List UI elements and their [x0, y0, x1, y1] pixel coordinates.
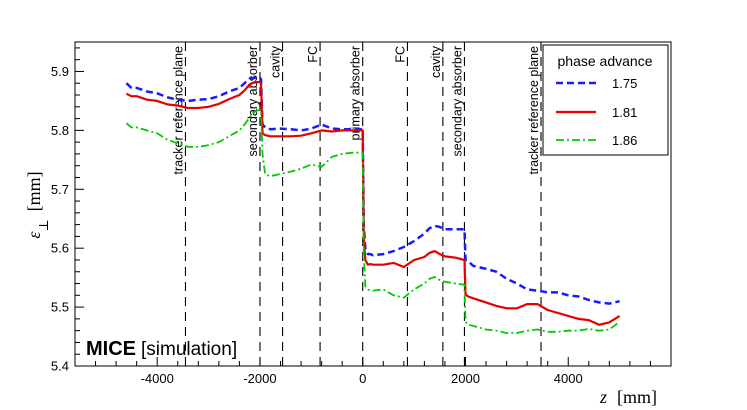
x-tick-label: 2000: [451, 371, 480, 386]
legend-box: [542, 44, 669, 156]
region-label: tracker reference plane: [527, 46, 541, 175]
region-label: FC: [306, 46, 320, 63]
series-line-1-81: [125, 80, 621, 326]
y-tick-label: 5.7: [51, 182, 69, 197]
y-axis-title: ε⊥[mm]: [24, 171, 51, 238]
x-tick-label: -2000: [243, 371, 276, 386]
region-label: FC: [393, 46, 407, 63]
plot-frame: [74, 41, 672, 367]
legend: phase advance 1.75 1.81 1.86: [542, 44, 669, 156]
legend-title: phase advance: [558, 53, 653, 69]
y-tick-label: 5.9: [51, 64, 69, 79]
axes: 5.4 5.5 5.6 5.7 5.8 5.9 -4000 -2000 0 2000 4000: [51, 47, 651, 386]
y-tick-label: 5.6: [51, 241, 69, 256]
y-tick-label: 5.4: [51, 359, 69, 374]
x-tick-label: 4000: [554, 371, 583, 386]
legend-label-1-86: 1.86: [612, 133, 637, 148]
region-label: tracker reference plane: [171, 46, 185, 175]
region-label: cavity: [269, 45, 283, 78]
data-series: [125, 76, 621, 334]
legend-label-1-81: 1.81: [612, 105, 637, 120]
series-line-1-86: [125, 108, 621, 334]
x-axis-title: z [mm]: [599, 387, 657, 407]
region-label: cavity: [429, 45, 443, 78]
region-label: secondary absorber: [246, 46, 260, 156]
region-label: primary absorber: [349, 46, 363, 140]
region-markers: tracker reference plane secondary absorbe…: [171, 42, 542, 366]
region-label: secondary absorber: [450, 46, 464, 156]
y-tick-label: 5.5: [51, 300, 69, 315]
x-tick-label: -4000: [141, 371, 174, 386]
y-tick-label: 5.8: [51, 123, 69, 138]
legend-label-1-75: 1.75: [612, 76, 637, 91]
mice-watermark: MICE [simulation]: [86, 338, 237, 360]
x-tick-label: 0: [359, 371, 366, 386]
svg-text:ε⊥[mm]: ε⊥[mm]: [24, 171, 51, 238]
